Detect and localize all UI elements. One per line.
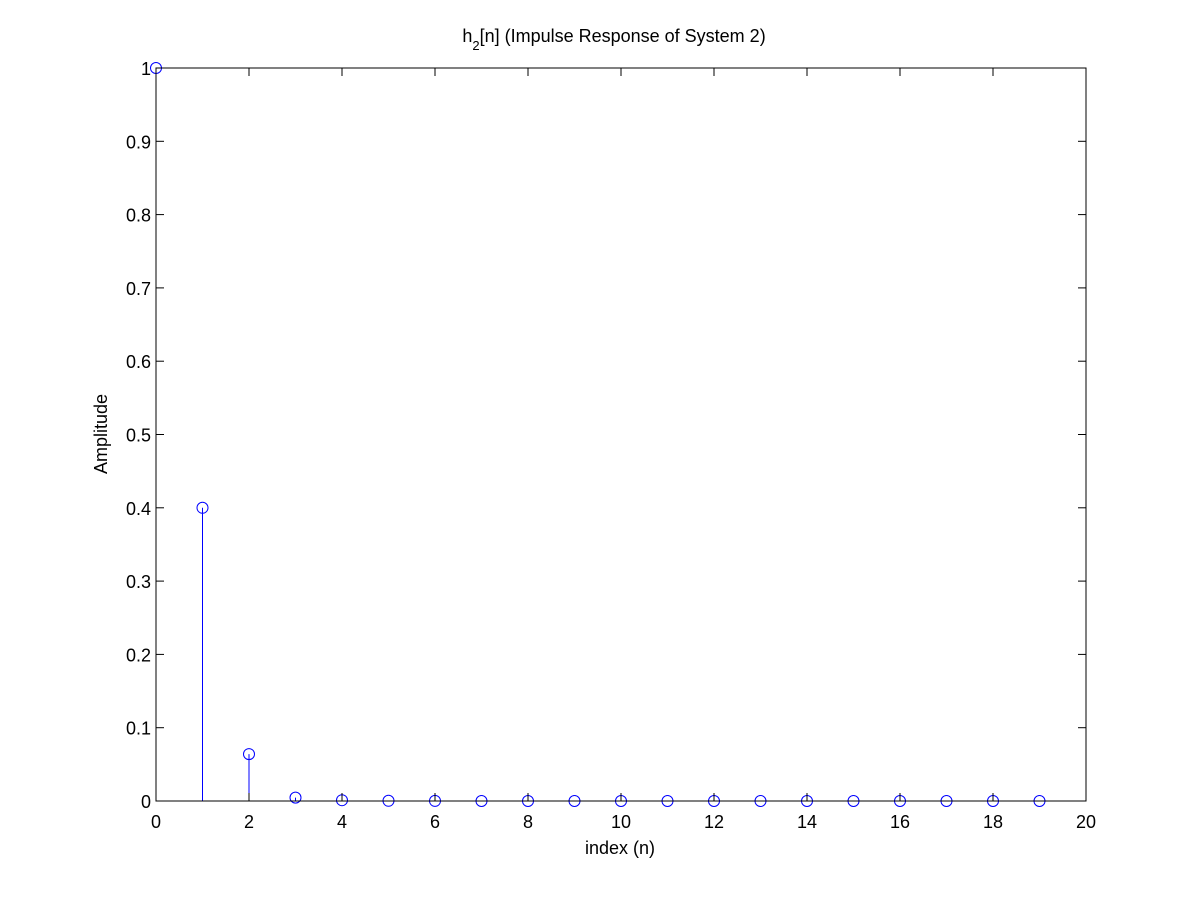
- y-tick-label: 0.2: [126, 645, 151, 665]
- stem-marker: [196, 501, 209, 514]
- x-tick-label: 12: [704, 812, 724, 832]
- axis-ticks: 0 2 4 6 8 10 12 14 16 18 20 0 0.1 0.2 0.3 0.4 0.5 0.6 0.7 0…: [126, 59, 1096, 832]
- y-tick-label: 0.3: [126, 572, 151, 592]
- x-tick-label: 16: [890, 812, 910, 832]
- x-tick-label: 14: [797, 812, 817, 832]
- title-subscript: 2: [472, 38, 479, 53]
- x-tick-label: 2: [244, 812, 254, 832]
- x-tick-label: 6: [430, 812, 440, 832]
- y-axis-label: Amplitude: [91, 394, 111, 474]
- chart-title: h2[n] (Impulse Response of System 2): [462, 26, 765, 53]
- y-tick-label: 1: [141, 59, 151, 79]
- y-tick-label: 0.9: [126, 132, 151, 152]
- plot-frame: [155, 67, 1087, 802]
- stem-marker: [289, 791, 302, 804]
- y-tick-label: 0.1: [126, 719, 151, 739]
- y-tick-label: 0.6: [126, 352, 151, 372]
- y-tick-label: 0: [141, 792, 151, 812]
- x-tick-label: 8: [523, 812, 533, 832]
- x-tick-label: 4: [337, 812, 347, 832]
- stem-marker: [243, 748, 255, 761]
- y-tick-label: 0.7: [126, 279, 151, 299]
- title-rest: [n] (Impulse Response of System 2): [480, 26, 766, 46]
- x-axis-label: index (n): [585, 838, 655, 858]
- x-tick-label: 0: [151, 812, 161, 832]
- x-tick-label: 20: [1076, 812, 1096, 832]
- y-tick-label: 0.5: [126, 426, 151, 446]
- plot-area: [156, 68, 1086, 801]
- x-tick-label: 10: [611, 812, 631, 832]
- title-main: h: [462, 26, 472, 46]
- y-tick-label: 0.8: [126, 206, 151, 226]
- x-tick-label: 18: [983, 812, 1003, 832]
- y-tick-label: 0.4: [126, 499, 151, 519]
